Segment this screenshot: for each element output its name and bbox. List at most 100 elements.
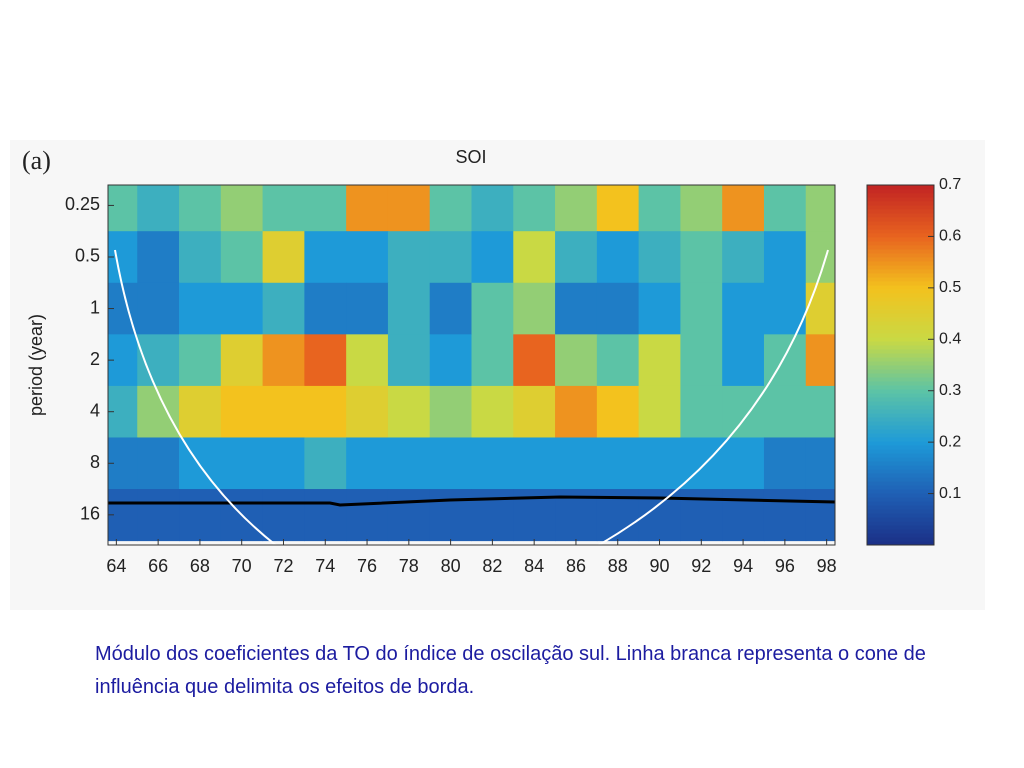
colorbar-band — [867, 409, 934, 414]
heatmap-cell — [429, 489, 472, 542]
colorbar-band — [867, 541, 934, 546]
y-axis-label: period (year) — [26, 314, 46, 416]
colorbar-band — [867, 509, 934, 514]
colorbar-tick-label: 0.1 — [939, 485, 961, 502]
caption: Módulo dos coeficientes da TO do índice … — [95, 643, 926, 698]
colorbar-band — [867, 313, 934, 318]
colorbar-band — [867, 333, 934, 338]
heatmap-cell — [513, 185, 556, 232]
colorbar-band — [867, 485, 934, 490]
colorbar-tick-label: 0.5 — [939, 279, 961, 296]
heatmap-cell — [346, 334, 389, 387]
heatmap-cell — [220, 437, 264, 490]
heatmap-cell — [137, 185, 180, 232]
heatmap-cell — [722, 185, 765, 232]
heatmap-cell — [387, 231, 431, 284]
heatmap-cell — [387, 334, 431, 387]
heatmap-cell — [722, 334, 765, 387]
y-tick-label: 0.25 — [65, 194, 100, 214]
colorbar-band — [867, 265, 934, 270]
colorbar-band — [867, 377, 934, 382]
colorbar-band — [867, 309, 934, 314]
colorbar-band — [867, 421, 934, 426]
heatmap-cell — [596, 334, 640, 387]
heatmap-cell — [638, 282, 681, 335]
colorbar-band — [867, 405, 934, 410]
colorbar-tick-label: 0.7 — [939, 176, 961, 193]
colorbar — [867, 185, 934, 546]
heatmap-cell — [304, 489, 347, 542]
heatmap-cell — [513, 334, 556, 387]
colorbar-band — [867, 361, 934, 366]
colorbar-band — [867, 521, 934, 526]
heatmap-cell — [346, 489, 389, 542]
colorbar-band — [867, 197, 934, 202]
x-tick-label: 90 — [650, 556, 670, 576]
heatmap-cell — [763, 185, 807, 232]
heatmap-cell — [596, 185, 640, 232]
heatmap-cell — [513, 282, 556, 335]
heatmap-cell — [471, 489, 514, 542]
colorbar-band — [867, 205, 934, 210]
colorbar-band — [867, 233, 934, 238]
colorbar-band — [867, 357, 934, 362]
heatmap-cell — [304, 437, 347, 490]
heatmap-cell — [220, 282, 264, 335]
colorbar-band — [867, 221, 934, 226]
heatmap-cell — [262, 185, 305, 232]
colorbar-band — [867, 213, 934, 218]
chart-title: SOI — [455, 147, 486, 167]
x-tick-label: 66 — [148, 556, 168, 576]
heatmap-cell — [680, 489, 723, 542]
heatmap-cell — [596, 282, 640, 335]
heatmap-cell — [429, 437, 472, 490]
heatmap-cell — [471, 231, 514, 284]
colorbar-tick-label: 0.3 — [939, 382, 961, 399]
x-tick-label: 64 — [106, 556, 126, 576]
heatmap-cell — [471, 385, 514, 438]
colorbar-band — [867, 465, 934, 470]
heatmap-cell — [596, 437, 640, 490]
heatmap-cell — [304, 231, 347, 284]
heatmap — [108, 185, 835, 542]
colorbar-band — [867, 329, 934, 334]
heatmap-cell — [262, 437, 305, 490]
heatmap-cell — [471, 334, 514, 387]
colorbar-band — [867, 425, 934, 430]
heatmap-cell — [596, 231, 640, 284]
heatmap-cell — [555, 334, 598, 387]
x-tick-label: 98 — [817, 556, 837, 576]
colorbar-band — [867, 261, 934, 266]
colorbar-band — [867, 537, 934, 542]
heatmap-cell — [555, 231, 598, 284]
colorbar-band — [867, 529, 934, 534]
x-tick-label: 96 — [775, 556, 795, 576]
x-tick-label: 92 — [691, 556, 711, 576]
colorbar-band — [867, 281, 934, 286]
heatmap-cell — [805, 185, 835, 232]
colorbar-band — [867, 445, 934, 450]
heatmap-cell — [722, 437, 765, 490]
colorbar-band — [867, 413, 934, 418]
heatmap-cell — [387, 385, 431, 438]
heatmap-cell — [429, 334, 472, 387]
colorbar-band — [867, 325, 934, 330]
colorbar-band — [867, 513, 934, 518]
colorbar-tick-label: 0.4 — [939, 331, 961, 348]
x-tick-label: 86 — [566, 556, 586, 576]
significance-line — [108, 495, 835, 507]
heatmap-cell — [680, 231, 723, 284]
heatmap-cell — [137, 282, 180, 335]
heatmap-cell — [304, 282, 347, 335]
colorbar-band — [867, 533, 934, 538]
colorbar-band — [867, 297, 934, 302]
colorbar-band — [867, 457, 934, 462]
heatmap-cell — [680, 185, 723, 232]
colorbar-band — [867, 393, 934, 398]
y-tick-label: 0.5 — [75, 246, 100, 266]
heatmap-cell — [638, 385, 681, 438]
heatmap-cell — [638, 437, 681, 490]
x-tick-label: 68 — [190, 556, 210, 576]
heatmap-cell — [722, 282, 765, 335]
colorbar-band — [867, 253, 934, 258]
